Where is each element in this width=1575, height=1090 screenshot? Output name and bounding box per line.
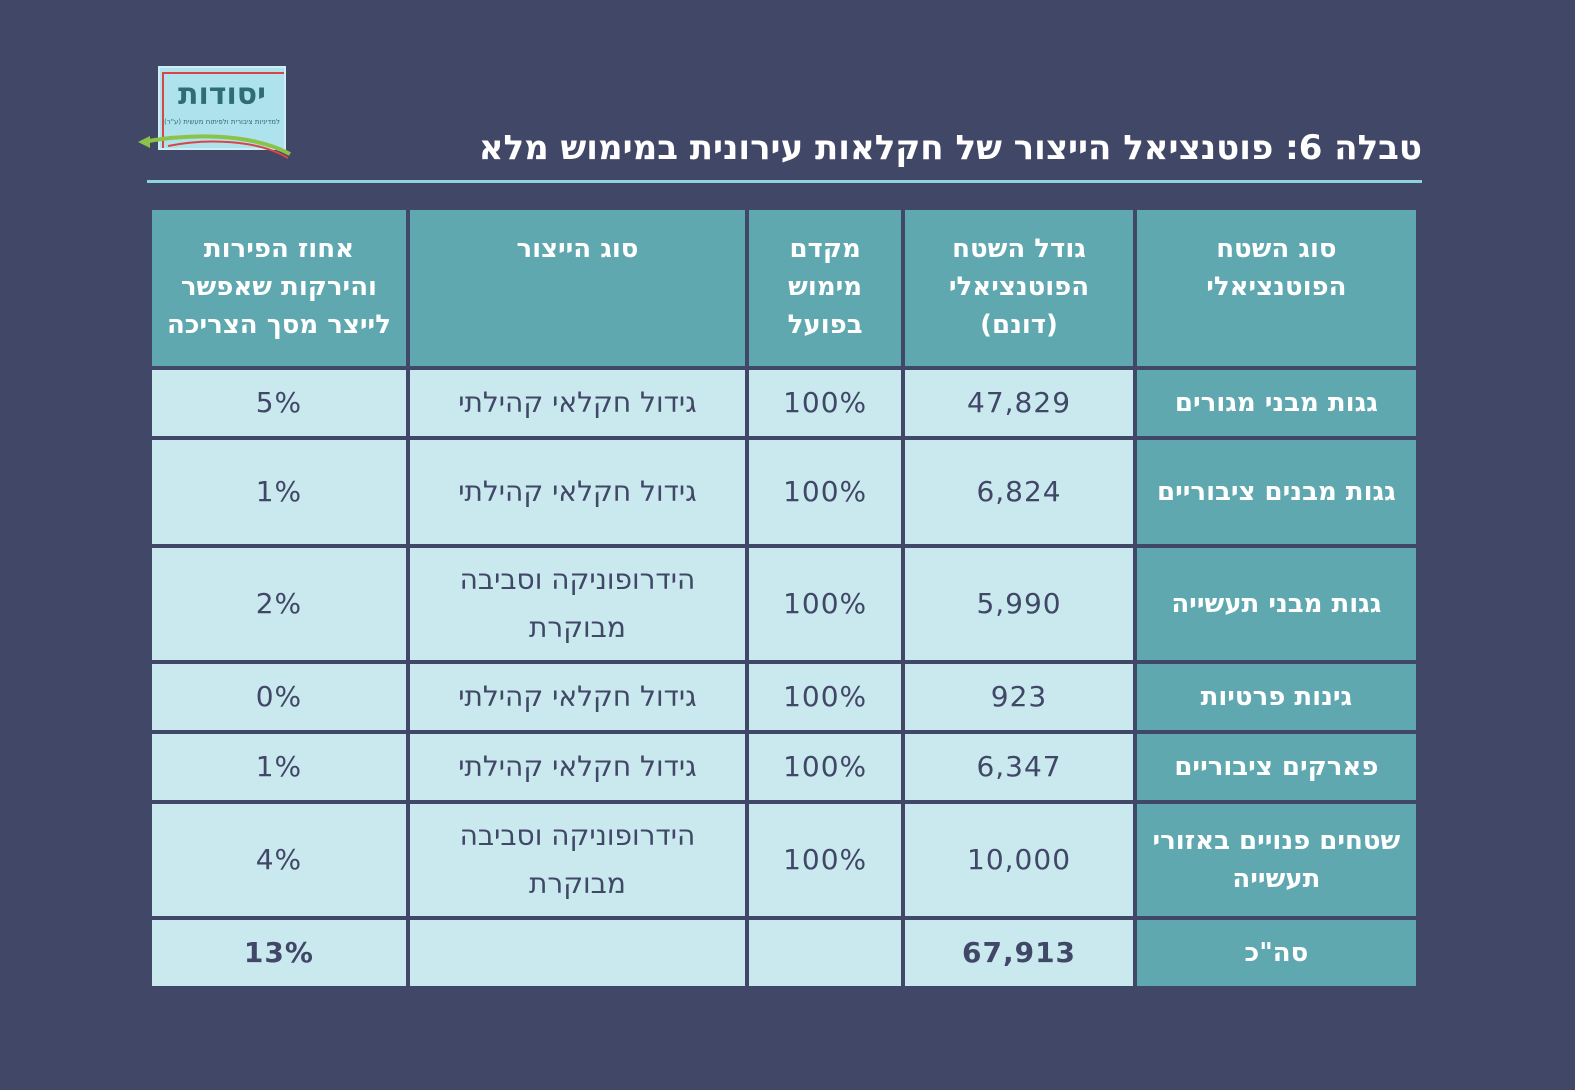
table-title: טבלה 6: פוטנציאל הייצור של חקלאות עירוני… (478, 128, 1422, 168)
header-production-type: סוג הייצור (409, 210, 745, 366)
realization-factor-cell: 100% (748, 370, 902, 436)
total-production-cell (409, 920, 745, 986)
header-area-type: סוג השטח הפוטנציאלי (1136, 210, 1416, 366)
area-type-cell: גינות פרטיות (1136, 664, 1416, 730)
area-size-cell: 923 (905, 664, 1133, 730)
production-type-cell: גידול חקלאי קהילתי (409, 664, 745, 730)
production-potential-table: סוג השטח הפוטנציאלי גודל השטח הפוטנציאלי… (148, 206, 1420, 990)
consumption-percent-cell: 4% (152, 804, 406, 916)
area-size-cell: 6,824 (905, 440, 1133, 544)
area-type-cell: גגות מבנים ציבוריים (1136, 440, 1416, 544)
consumption-percent-cell: 1% (152, 440, 406, 544)
realization-factor-cell: 100% (748, 734, 902, 800)
table-row: גגות מבני מגורים 47,829 100% גידול חקלאי… (152, 370, 1416, 436)
logo-frame-accent (162, 72, 284, 148)
consumption-percent-cell: 5% (152, 370, 406, 436)
production-type-cell: גידול חקלאי קהילתי (409, 370, 745, 436)
area-size-cell: 10,000 (905, 804, 1133, 916)
realization-factor-cell: 100% (748, 440, 902, 544)
header-realization-factor: מקדם מימוש בפועל (748, 210, 902, 366)
area-type-cell: גגות מבני תעשייה (1136, 548, 1416, 660)
production-type-cell: הידרופוניקה וסביבה מבוקרת (409, 804, 745, 916)
logo-name: יסודות (178, 77, 266, 112)
area-type-cell: גגות מבני מגורים (1136, 370, 1416, 436)
table-row: גינות פרטיות 923 100% גידול חקלאי קהילתי… (152, 664, 1416, 730)
area-type-cell: פארקים ציבוריים (1136, 734, 1416, 800)
total-percent-cell: 13% (152, 920, 406, 986)
area-size-cell: 47,829 (905, 370, 1133, 436)
table-row: שטחים פנויים באזורי תעשייה 10,000 100% ה… (152, 804, 1416, 916)
consumption-percent-cell: 1% (152, 734, 406, 800)
total-factor-cell (748, 920, 902, 986)
total-size-cell: 67,913 (905, 920, 1133, 986)
realization-factor-cell: 100% (748, 804, 902, 916)
header-area-size: גודל השטח הפוטנציאלי (דונם) (905, 210, 1133, 366)
total-label-cell: סה"כ (1136, 920, 1416, 986)
consumption-percent-cell: 0% (152, 664, 406, 730)
logo-swoosh-icon (138, 134, 291, 159)
realization-factor-cell: 100% (748, 548, 902, 660)
consumption-percent-cell: 2% (152, 548, 406, 660)
title-underline (147, 180, 1422, 183)
logo-tagline: למדיניות ציבורית ולפיתוח מעשית (ע"ר) (164, 118, 280, 126)
area-size-cell: 5,990 (905, 548, 1133, 660)
realization-factor-cell: 100% (748, 664, 902, 730)
area-size-cell: 6,347 (905, 734, 1133, 800)
table-row: גגות מבנים ציבוריים 6,824 100% גידול חקל… (152, 440, 1416, 544)
production-type-cell: גידול חקלאי קהילתי (409, 440, 745, 544)
table-row: פארקים ציבוריים 6,347 100% גידול חקלאי ק… (152, 734, 1416, 800)
header-consumption-percent: אחוז הפירות והירקות שאפשר לייצר מסך הצרי… (152, 210, 406, 366)
production-type-cell: גידול חקלאי קהילתי (409, 734, 745, 800)
production-type-cell: הידרופוניקה וסביבה מבוקרת (409, 548, 745, 660)
table-row: גגות מבני תעשייה 5,990 100% הידרופוניקה … (152, 548, 1416, 660)
table-total-row: סה"כ 67,913 13% (152, 920, 1416, 986)
table-header-row: סוג השטח הפוטנציאלי גודל השטח הפוטנציאלי… (152, 210, 1416, 366)
area-type-cell: שטחים פנויים באזורי תעשייה (1136, 804, 1416, 916)
organization-logo: יסודות למדיניות ציבורית ולפיתוח מעשית (ע… (138, 64, 298, 164)
